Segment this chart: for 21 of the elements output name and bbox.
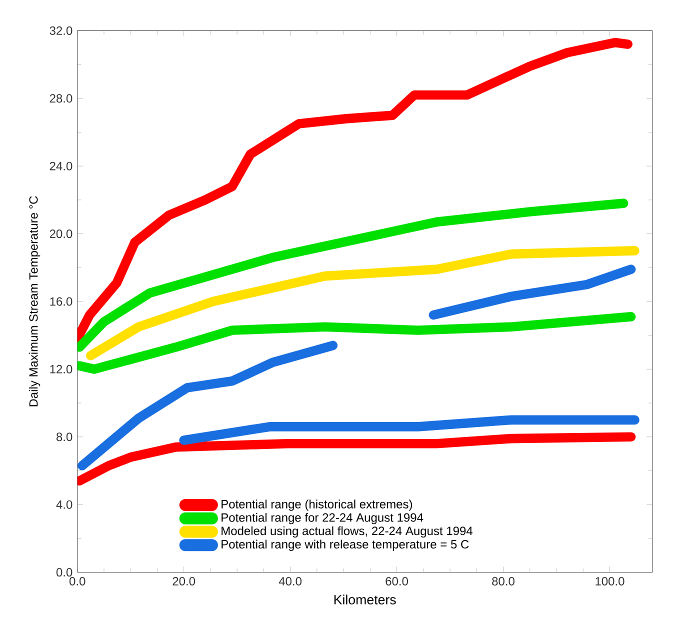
x-tick-label: 60.0 <box>386 576 408 586</box>
x-axis-title: Kilometers <box>334 594 396 604</box>
x-tick-label: 0.0 <box>69 576 86 586</box>
y-tick-label: 32.0 <box>50 26 72 35</box>
x-tick-label: 20.0 <box>172 576 196 586</box>
y-tick-label: 20.0 <box>50 229 72 238</box>
y-tick-label: 0.0 <box>56 568 72 576</box>
y-tick-label: 8.0 <box>56 432 72 441</box>
legend-label: Potential range (historical extremes) <box>222 499 412 511</box>
legend-label: Modeled using actual flows, 22-24 August 1994 <box>222 526 473 538</box>
x-tick-label: 40.0 <box>278 576 302 586</box>
legend-label: Potential range with release temperature = 5 C <box>222 540 469 551</box>
x-tick-label: 80.0 <box>492 576 514 586</box>
y-tick-label: 4.0 <box>56 500 72 509</box>
y-tick-label: 12.0 <box>50 364 72 374</box>
y-tick-label: 16.0 <box>50 297 72 306</box>
y-axis-title: Daily Maximum Stream Temperature °C <box>28 196 40 406</box>
legend-label: Potential range for 22-24 August 1994 <box>222 512 424 524</box>
y-tick-label: 28.0 <box>50 94 72 102</box>
x-tick-label: 100.0 <box>596 576 624 586</box>
y-tick-label: 24.0 <box>50 162 72 170</box>
